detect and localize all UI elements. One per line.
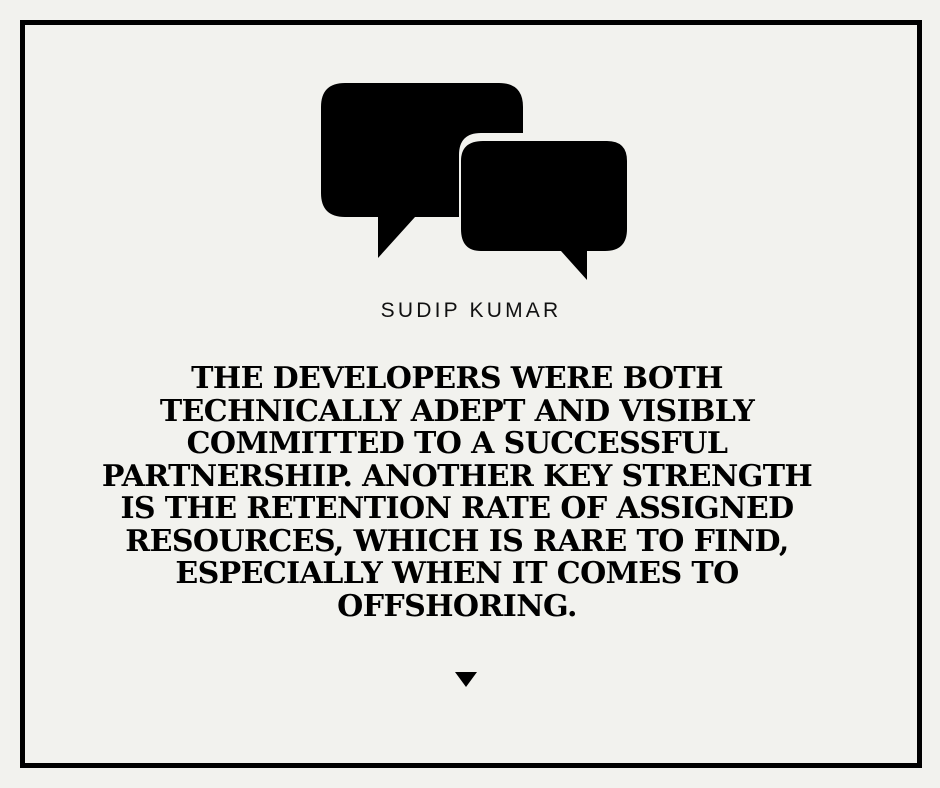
- testimonial-quote: THE DEVELOPERS WERE BOTH TECHNICALLY ADE…: [101, 361, 813, 624]
- speech-bubbles-icon: [321, 83, 633, 283]
- testimonial-card: SUDIP KUMAR THE DEVELOPERS WERE BOTH TEC…: [20, 20, 922, 768]
- caret-down-icon: [455, 672, 477, 687]
- author-name: SUDIP KUMAR: [380, 299, 562, 322]
